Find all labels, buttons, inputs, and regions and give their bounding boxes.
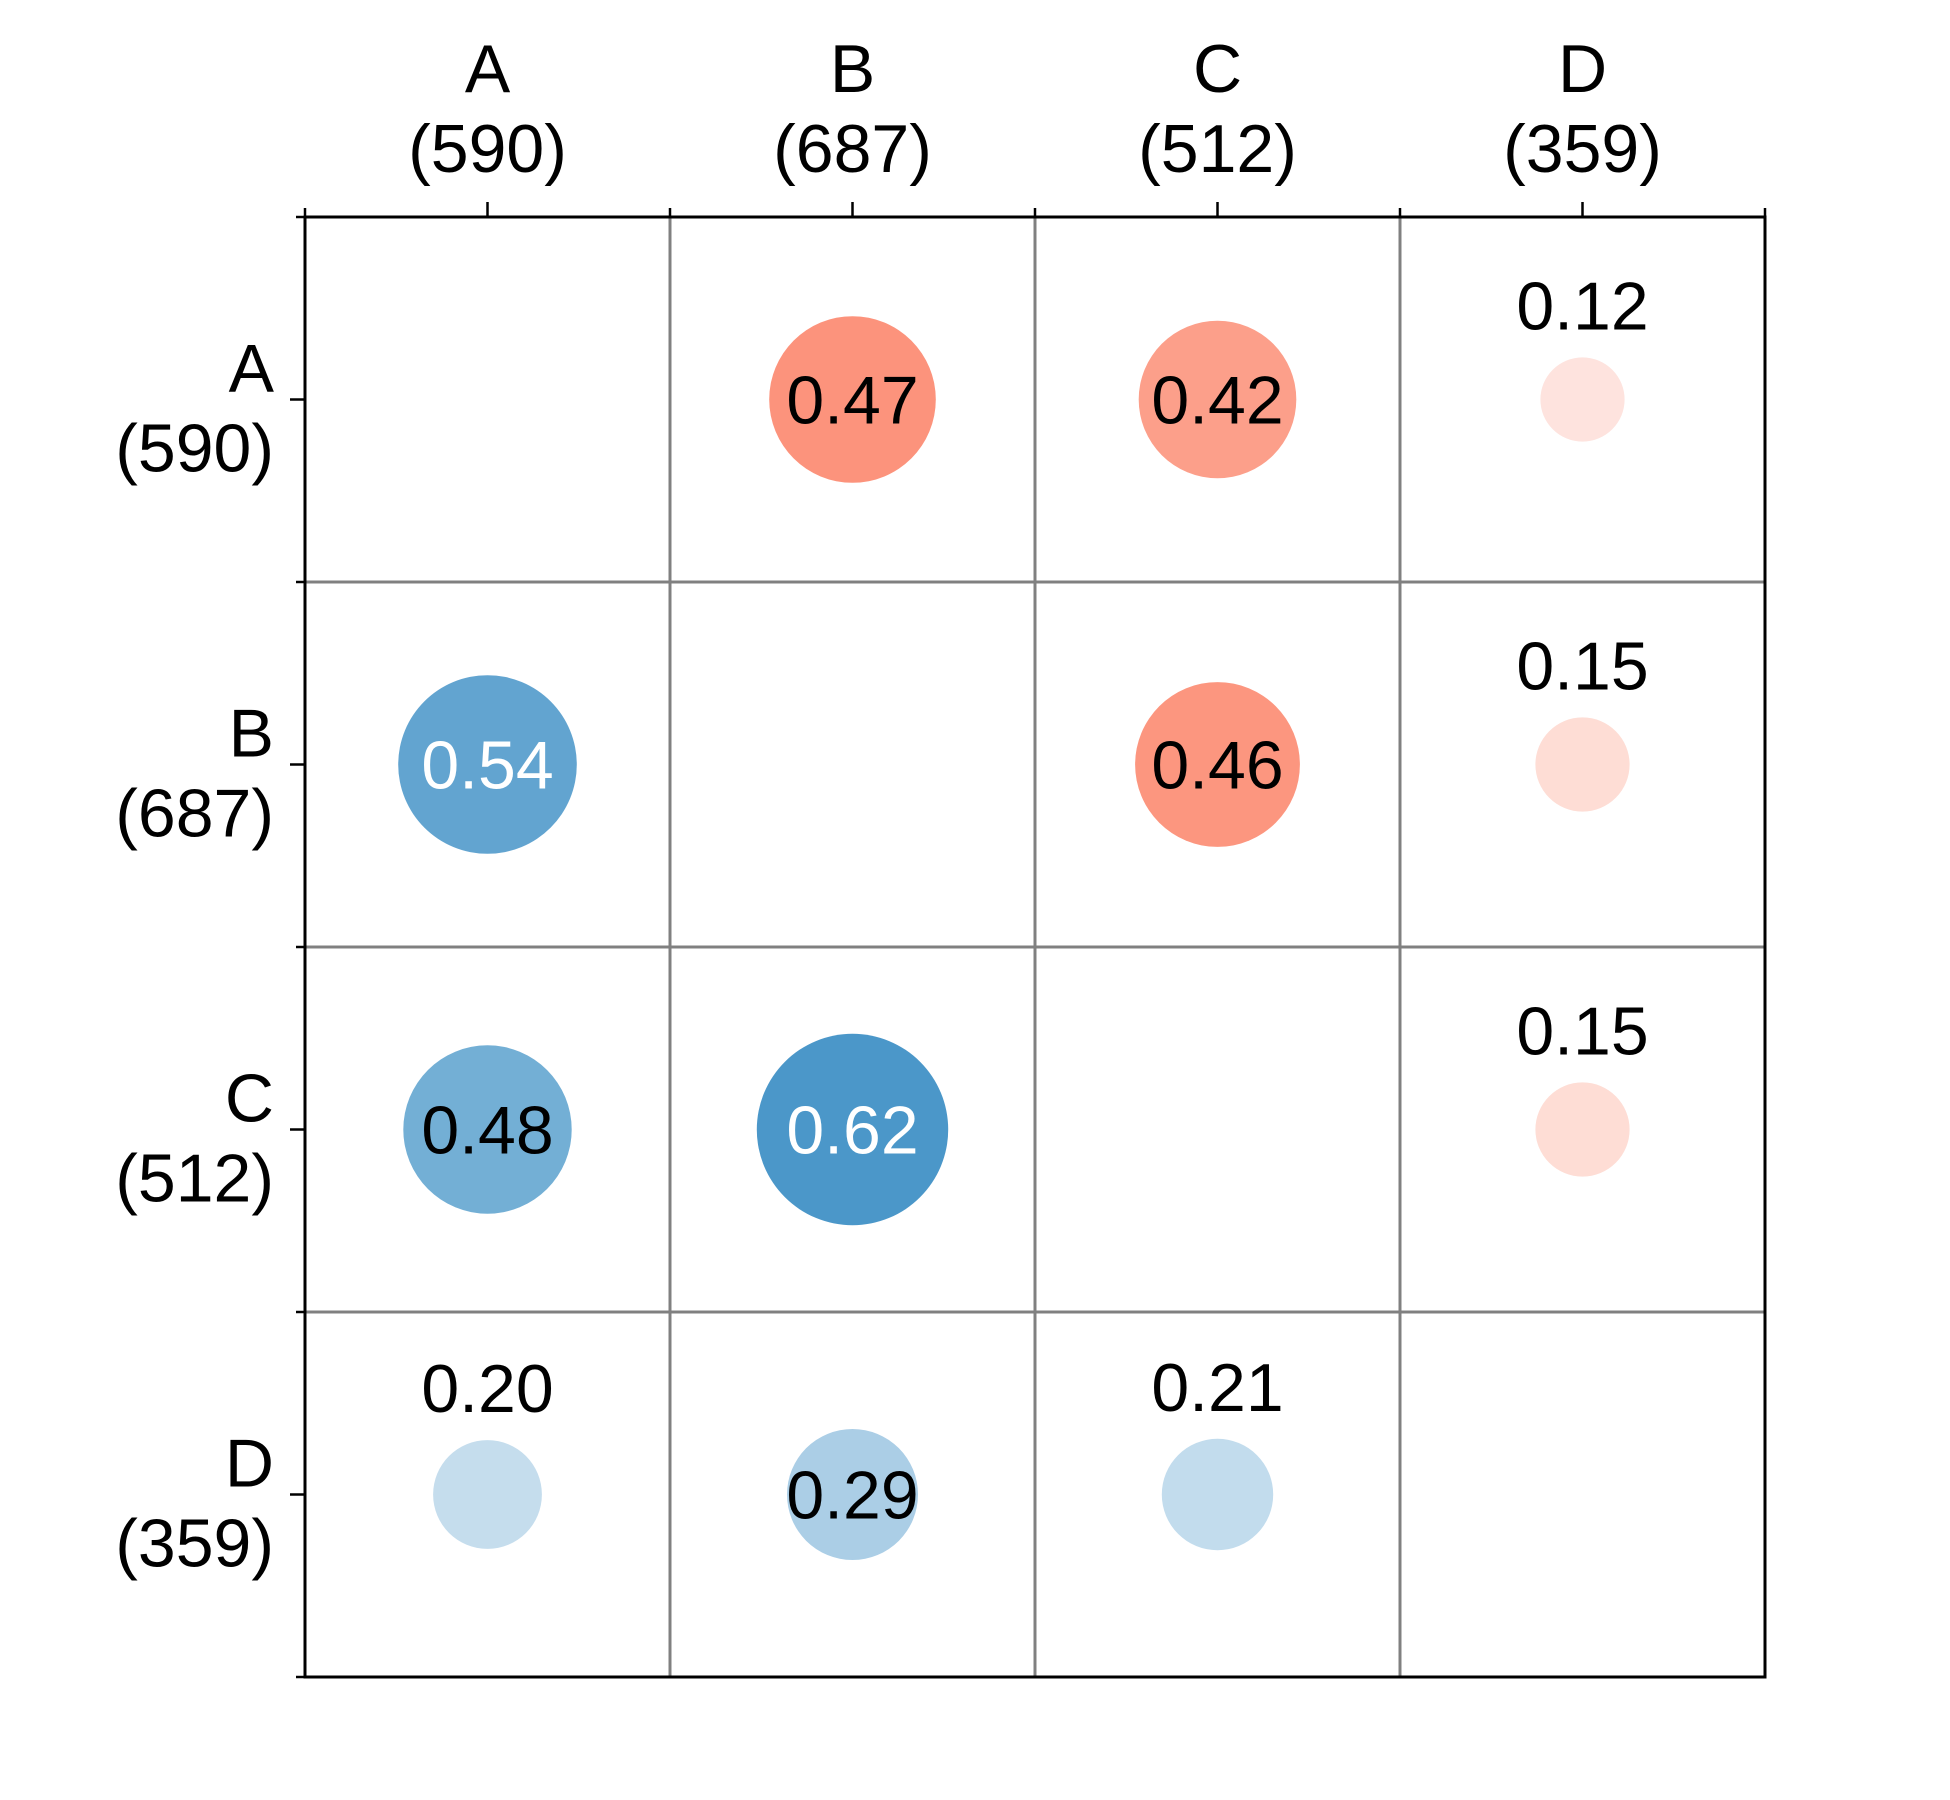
value-label-B-C: 0.46 [1151,728,1283,804]
x-tick-label-C: C [1193,31,1242,107]
value-label-C-A: 0.48 [421,1093,553,1169]
value-label-C-D: 0.15 [1516,993,1648,1069]
bubble-C-D [1535,1082,1630,1177]
bubble-D-A [433,1440,542,1549]
bubble-A-D [1540,357,1625,442]
value-labels: 0.47 0.42 0.12 0.54 0.46 0.15 0.48 0.62 0.15 0.20… [421,268,1648,1533]
value-label-D-B: 0.29 [786,1458,918,1534]
y-tick-count-C: (512) [115,1141,274,1217]
y-tick-label-C: C [225,1061,274,1137]
bubble-B-D [1535,717,1630,812]
value-label-A-C: 0.42 [1151,363,1283,439]
bubble-A-C [1138,320,1297,479]
grid-lines [305,217,1765,1677]
y-tick-count-B: (687) [115,776,274,852]
x-tick-count-C: (512) [1138,111,1297,187]
y-tick-count-D: (359) [115,1506,274,1582]
bubbles [398,316,1630,1560]
y-tick-label-B: B [229,696,274,772]
x-tick-label-D: D [1558,31,1607,107]
bubble-A-B [769,316,936,483]
x-tick-count-A: (590) [408,111,567,187]
value-label-D-C: 0.21 [1151,1350,1283,1426]
value-label-B-D: 0.15 [1516,628,1648,704]
bubble-C-B [756,1033,949,1226]
x-tick-label-A: A [465,31,511,107]
x-tick-count-D: (359) [1503,111,1662,187]
value-label-A-B: 0.47 [786,363,918,439]
bubble-B-C [1135,682,1300,847]
axes: A(590)A(590)B(687)B(687)C(512)C(512)D(35… [115,31,1767,1679]
bubble-B-A [398,675,577,854]
x-tick-label-B: B [830,31,875,107]
y-tick-count-A: (590) [115,411,274,487]
value-label-A-D: 0.12 [1516,268,1648,344]
value-label-B-A: 0.54 [421,728,553,804]
bubble-D-C [1161,1438,1274,1551]
y-tick-label-D: D [225,1426,274,1502]
bubble-C-A [403,1045,572,1214]
y-tick-label-A: A [229,331,275,407]
value-label-D-A: 0.20 [421,1351,553,1427]
value-label-C-B: 0.62 [786,1093,918,1169]
x-tick-count-B: (687) [773,111,932,187]
bubble-D-B [787,1429,918,1560]
